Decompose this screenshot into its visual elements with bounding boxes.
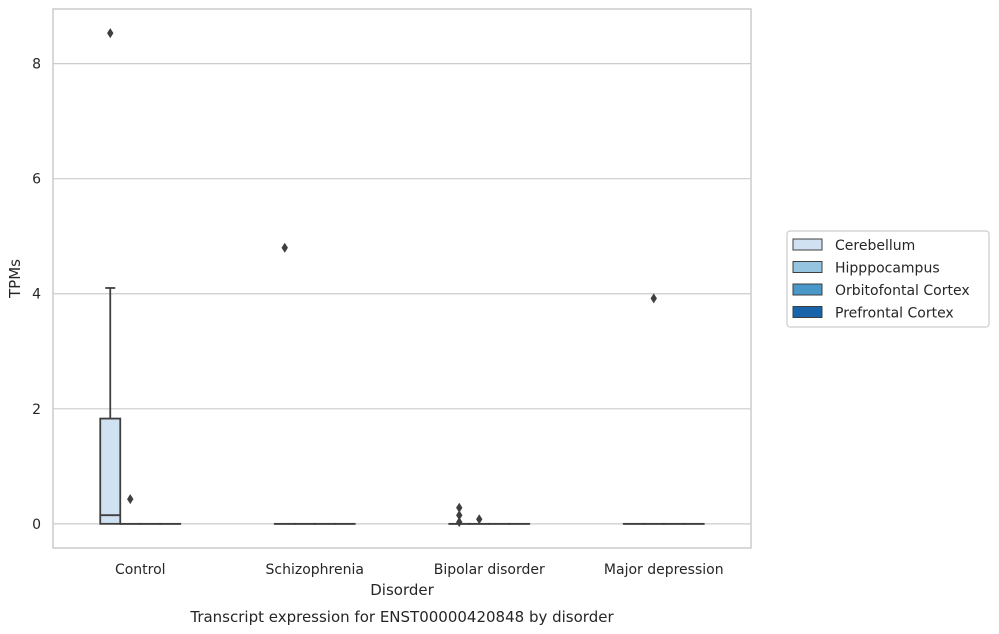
plot-frame	[52, 8, 752, 549]
y-tick-label: 4	[32, 287, 41, 303]
box-series	[99, 28, 705, 528]
y-tick-label: 8	[32, 57, 41, 73]
plot-border	[52, 8, 752, 549]
outlier-point	[456, 502, 463, 513]
legend: Cerebellum Hipppocampus Orbitofontal Corte…	[786, 230, 990, 328]
legend-swatch	[792, 306, 823, 318]
series-cerebellum	[99, 28, 645, 528]
y-tick-label: 0	[32, 517, 41, 533]
x-tick-label: Control	[115, 562, 166, 578]
grid-lines	[53, 63, 751, 525]
outlier-point	[456, 517, 463, 528]
legend-label: Orbitofontal Cortex	[835, 283, 970, 299]
axis-ticks: 0 2 4 6 8 Control Schizophrenia Bipolar disorde…	[32, 57, 724, 578]
outlier-point	[650, 293, 657, 304]
y-axis-label: TPMs	[6, 259, 24, 299]
series-hipppocampus	[119, 293, 665, 525]
legend-swatch	[792, 261, 823, 273]
legend-swatch	[792, 238, 823, 251]
outlier-point	[107, 28, 114, 39]
legend-box	[786, 230, 990, 328]
x-tick-label: Bipolar disorder	[434, 562, 545, 578]
legend-label: Prefrontal Cortex	[835, 306, 954, 322]
legend-label: Cerebellum	[835, 238, 915, 254]
legend-swatch	[792, 283, 823, 296]
legend-label: Hipppocampus	[835, 261, 940, 277]
box-body	[99, 417, 122, 525]
outlier-point	[476, 514, 483, 525]
outlier-point	[281, 242, 288, 253]
y-tick-label: 6	[32, 172, 41, 188]
x-axis-label: Disorder	[370, 581, 434, 599]
x-tick-label: Schizophrenia	[266, 562, 364, 578]
outlier-point	[127, 494, 134, 505]
chart-title: Transcript expression for ENST0000042084…	[189, 608, 614, 626]
x-tick-label: Major depression	[604, 562, 724, 578]
y-tick-label: 2	[32, 402, 41, 418]
outlier-point	[456, 510, 463, 521]
